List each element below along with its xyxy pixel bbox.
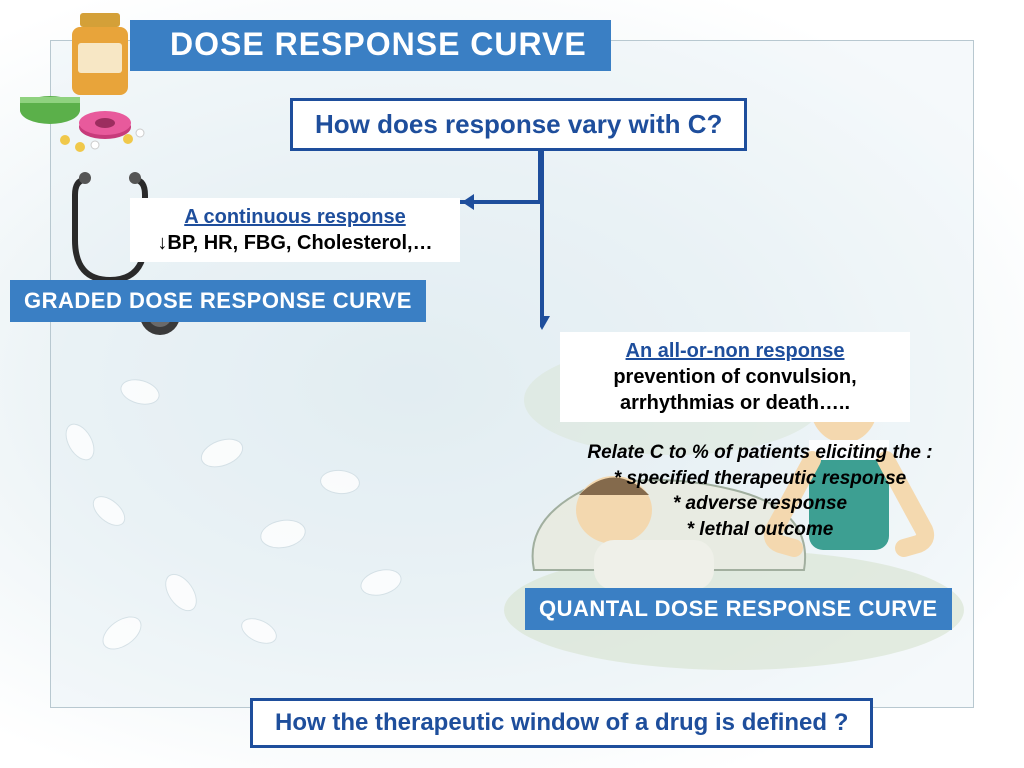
- quantal-notes: Relate C to % of patients eliciting the …: [540, 440, 980, 543]
- quantal-curve-label: QUANTAL DOSE RESPONSE CURVE: [525, 588, 952, 630]
- continuous-response-sub: ↓BP, HR, FBG, Cholesterol,…: [142, 230, 448, 256]
- notes-line: * lethal outcome: [540, 517, 980, 543]
- all-or-none-title: An all-or-non response: [572, 338, 898, 364]
- notes-line: * specified therapeutic response: [540, 466, 980, 492]
- all-or-none-sub: prevention of convulsion, arrhythmias or…: [572, 364, 898, 416]
- medicine-bottle-icon: [10, 5, 160, 155]
- notes-line: * adverse response: [540, 491, 980, 517]
- continuous-response-title: A continuous response: [142, 204, 448, 230]
- graded-curve-label: GRADED DOSE RESPONSE CURVE: [10, 280, 426, 322]
- arrow-to-right-branch: [540, 140, 580, 340]
- notes-line: Relate C to % of patients eliciting the …: [540, 440, 980, 466]
- question-top: How does response vary with C?: [290, 98, 747, 151]
- question-bottom: How the therapeutic window of a drug is …: [250, 698, 873, 748]
- continuous-response-box: A continuous response ↓BP, HR, FBG, Chol…: [130, 198, 460, 262]
- all-or-none-response-box: An all-or-non response prevention of con…: [560, 332, 910, 422]
- slide-title: DOSE RESPONSE CURVE: [130, 20, 611, 71]
